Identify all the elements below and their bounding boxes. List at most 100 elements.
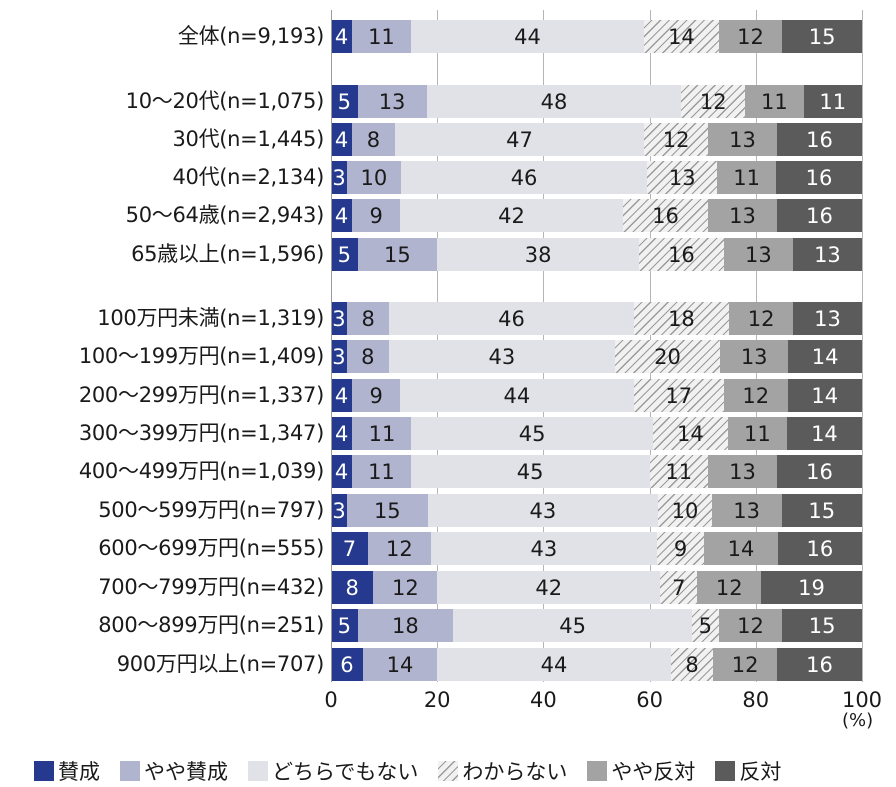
legend-item: やや賛成	[120, 756, 228, 786]
bar-segment: 7	[660, 571, 698, 604]
bar-segment: 13	[723, 238, 793, 271]
stacked-bar: 3 15 43 10 13 15	[331, 494, 862, 527]
bar-segment: 44	[410, 20, 645, 53]
bar-segment: 14	[652, 417, 728, 450]
legend-item: 反対	[715, 756, 781, 786]
gridline	[862, 10, 863, 682]
legend-swatch	[248, 761, 268, 781]
bar-segment: 20	[614, 340, 721, 373]
stacked-bar: 5 13 48 12 11 11	[331, 85, 862, 118]
row-label: 30代(n=1,445)	[172, 127, 324, 151]
bar-segment: 12	[697, 571, 762, 604]
stacked-bar: 4 11 45 14 11 14	[331, 417, 862, 450]
row-label: 65歳以上(n=1,596)	[131, 242, 324, 266]
legend-item: 賛成	[34, 756, 100, 786]
bar-segment: 4	[331, 20, 353, 53]
bar-segment: 16	[777, 532, 862, 565]
stacked-bar: 5 18 45 5 12 15	[331, 609, 862, 642]
bar-segment: 14	[788, 340, 862, 373]
row-label: 全体(n=9,193)	[177, 24, 324, 48]
bar-segment: 3	[331, 494, 348, 527]
stacked-bar: 4 11 44 14 12 15	[331, 20, 862, 53]
x-axis-unit: (%)	[842, 710, 874, 731]
x-tick-label: 80	[742, 688, 770, 712]
bar-segment: 16	[777, 199, 862, 232]
bar-segment: 15	[357, 238, 438, 271]
bar-segment: 11	[352, 417, 412, 450]
bar-segment: 9	[352, 379, 401, 412]
legend-label: わからない	[462, 760, 568, 784]
row-label: 40代(n=2,134)	[172, 165, 324, 189]
bar-segment: 11	[727, 417, 787, 450]
bar-segment: 4	[331, 417, 353, 450]
row-label: 400～499万円(n=1,039)	[78, 459, 324, 483]
row-label: 50～64歳(n=2,943)	[125, 203, 325, 227]
stacked-bar: 4 8 47 12 13 16	[331, 123, 862, 156]
bar-segment: 3	[331, 340, 347, 373]
bar-segment: 44	[400, 379, 634, 412]
bar-segment: 42	[437, 571, 661, 604]
bar-segment: 8	[331, 571, 374, 604]
stacked-bar: 7 12 43 9 14 16	[331, 532, 862, 565]
bar-segment: 3	[331, 161, 348, 194]
bar-segment: 48	[426, 85, 682, 118]
bar-segment: 15	[347, 494, 428, 527]
bar-segment: 16	[623, 199, 708, 232]
bar-segment: 12	[718, 609, 783, 642]
legend-swatch	[715, 761, 736, 781]
bar-segment: 8	[346, 340, 389, 373]
stacked-bar: 3 8 43 20 13 14	[331, 340, 862, 373]
bar-segment: 13	[707, 199, 777, 232]
bar-segment: 15	[782, 20, 862, 53]
row-label: 900万円以上(n=707)	[116, 652, 325, 676]
row-label: 10～20代(n=1,075)	[125, 89, 325, 113]
bar-segment: 9	[656, 532, 705, 565]
bar-segment: 45	[411, 417, 653, 450]
stacked-bar: 5 15 38 16 13 13	[331, 238, 862, 271]
bar-segment: 8	[352, 123, 395, 156]
bar-segment: 18	[633, 302, 730, 335]
bar-segment: 4	[331, 123, 353, 156]
bar-segment: 13	[792, 238, 862, 271]
bar-segment: 45	[410, 455, 650, 488]
bar-segment: 5	[331, 238, 358, 271]
bar-segment: 15	[781, 494, 862, 527]
bar-segment: 4	[331, 199, 353, 232]
bar-segment: 11	[745, 85, 804, 118]
x-tick-label: 0	[324, 688, 338, 712]
bar-segment: 12	[373, 571, 438, 604]
bar-segment: 12	[723, 379, 788, 412]
bar-segment: 45	[453, 609, 693, 642]
bar-segment: 46	[400, 161, 648, 194]
bar-segment: 17	[633, 379, 724, 412]
x-tick-label: 40	[530, 688, 557, 712]
bar-segment: 43	[427, 494, 659, 527]
bar-segment: 14	[362, 648, 438, 681]
bar-segment: 10	[347, 161, 401, 194]
x-tick-label: 100	[841, 688, 883, 712]
bar-segment: 6	[331, 648, 363, 681]
row-label: 600～699万円(n=555)	[98, 536, 324, 560]
legend-item: わからない	[438, 756, 567, 786]
row-label: 500～599万円(n=797)	[98, 498, 324, 522]
bar-segment: 13	[707, 123, 777, 156]
bar-segment: 16	[777, 455, 862, 488]
bar-segment: 19	[761, 571, 862, 604]
bar-segment: 5	[331, 85, 358, 118]
bar-segment: 42	[400, 199, 624, 232]
bar-segment: 44	[437, 648, 671, 681]
row-label: 800～899万円(n=251)	[98, 613, 324, 637]
x-tick-label: 20	[423, 688, 451, 712]
bar-segment: 7	[331, 532, 368, 565]
bar-segment: 11	[803, 85, 862, 118]
stacked-bar: 6 14 44 8 12 16	[331, 648, 862, 681]
legend-label: どちらでもない	[272, 760, 419, 784]
stacked-bar: 4 11 45 11 13 16	[331, 455, 862, 488]
bar-segment: 15	[782, 609, 862, 642]
stacked-bar: 4 9 44 17 12 14	[331, 379, 862, 412]
bar-segment: 13	[711, 494, 782, 527]
bar-segment: 9	[352, 199, 401, 232]
bar-segment: 11	[717, 161, 777, 194]
row-label: 200～299万円(n=1,337)	[78, 383, 324, 407]
